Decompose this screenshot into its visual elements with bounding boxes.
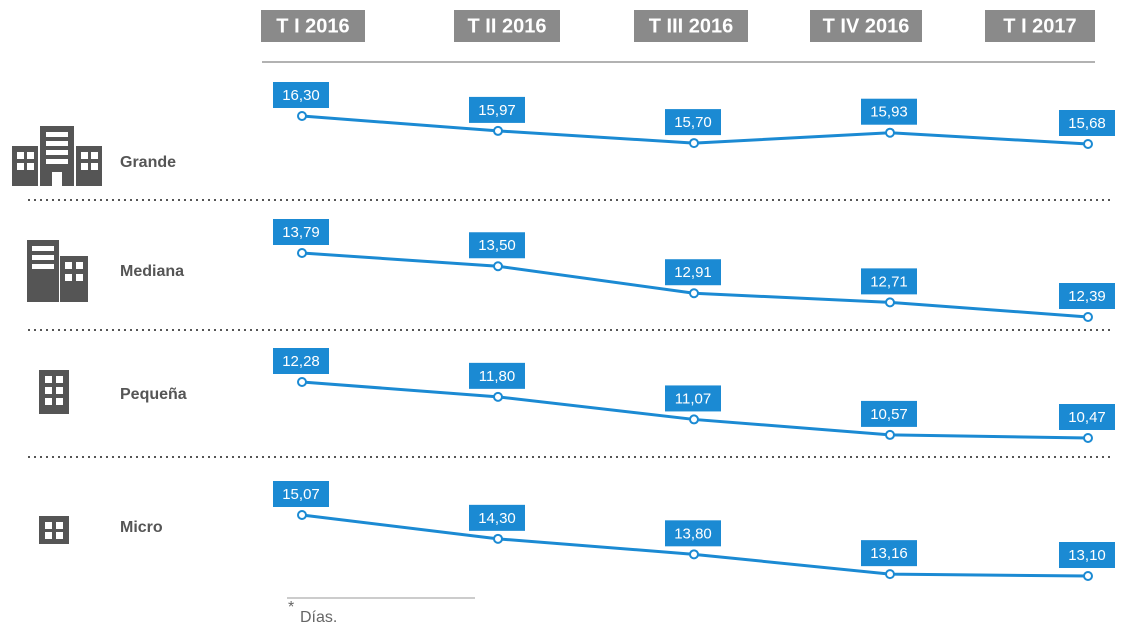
header-box [454,10,560,42]
icon-mediana [27,240,88,302]
point [885,127,895,138]
value-label-box [1059,404,1115,430]
series-name: Mediana [120,263,184,280]
value-label: 11,80 [479,368,515,385]
x-tick-label: T III 2016 [649,15,734,37]
point [493,533,503,544]
value-label: 10,57 [870,406,908,423]
header-box [634,10,748,42]
value-label-box [469,96,525,123]
point [1083,571,1093,581]
series-name: Grande [120,154,176,171]
value-label-box [1059,110,1115,136]
value-label: 13,50 [478,237,516,254]
value-label-box [273,82,329,108]
header-box [985,10,1095,42]
note-star: * [288,599,294,616]
point [493,125,503,136]
point [689,288,699,299]
value-label-box [273,219,329,245]
icon-pequena [39,370,69,414]
value-label: 14,30 [478,510,516,527]
value-label: 15,70 [674,114,712,131]
value-label-box [469,504,525,531]
value-label: 15,68 [1068,115,1106,132]
value-label-box [1059,283,1115,309]
value-label: 11,07 [675,390,711,407]
value-label-box [665,109,721,136]
value-label-box [861,540,917,567]
point [297,248,307,258]
value-label: 12,71 [870,273,908,290]
point [885,297,895,308]
value-label: 12,91 [674,264,712,281]
value-label-box [665,385,721,412]
value-label: 12,39 [1068,288,1106,305]
x-tick-label: T I 2016 [276,15,349,37]
value-label: 16,30 [282,87,320,104]
series-name: Pequeña [120,386,187,403]
point [493,391,503,402]
header-box [810,10,922,42]
value-label-box [273,481,329,507]
point [493,261,503,272]
point [1083,312,1093,322]
series-name: Micro [120,519,163,536]
point [297,377,307,387]
note: Días. [300,609,337,626]
value-label-box [469,232,525,259]
point [689,414,699,425]
x-tick-label: T I 2017 [1003,15,1076,37]
point [297,111,307,121]
point [1083,139,1093,149]
point [885,569,895,580]
value-label-box [665,259,721,286]
header-box [261,10,365,42]
point [1083,433,1093,443]
value-label: 15,93 [870,104,908,121]
value-label-box [469,362,525,389]
value-label: 13,80 [674,525,712,542]
value-label: 13,16 [870,545,908,562]
value-label: 13,10 [1068,547,1106,564]
point [689,549,699,560]
value-label-box [861,400,917,427]
value-label-box [665,520,721,547]
value-label-box [273,348,329,374]
value-label-box [861,268,917,295]
value-label: 15,97 [478,102,516,119]
icon-micro [39,516,69,544]
x-tick-label: T IV 2016 [823,15,910,37]
value-label: 12,28 [282,353,320,370]
value-label: 15,07 [282,486,320,503]
value-label-box [1059,542,1115,568]
value-label-box [861,98,917,125]
point [885,429,895,440]
point [297,510,307,520]
icon-grande [12,126,102,186]
x-tick-label: T II 2016 [468,15,547,37]
point [689,138,699,149]
value-label: 10,47 [1068,409,1106,426]
value-label: 13,79 [282,224,320,241]
